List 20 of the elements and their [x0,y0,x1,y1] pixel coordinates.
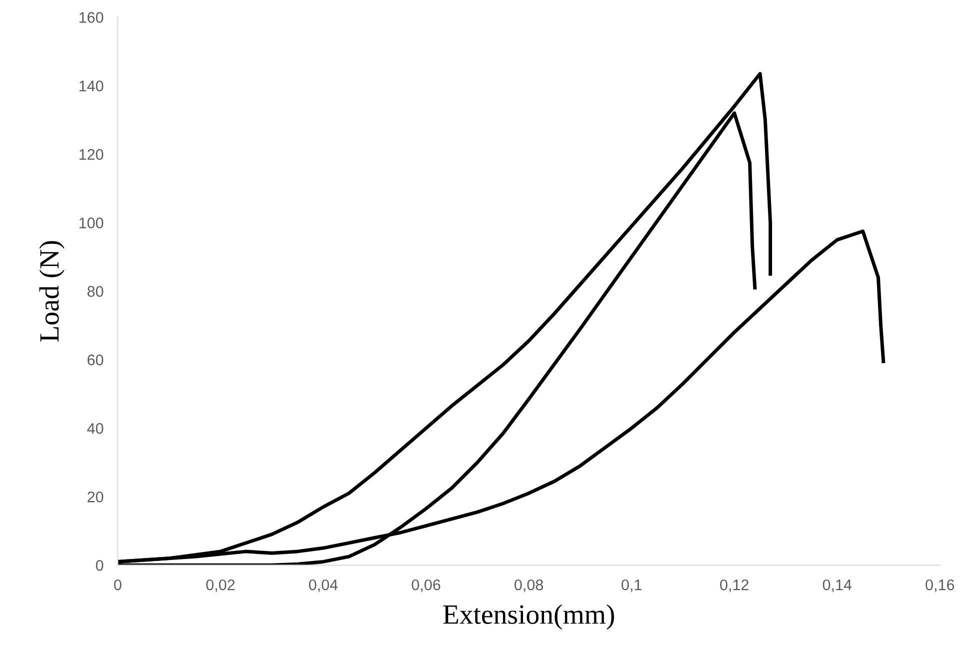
x-axis-title: Extension(mm) [443,604,614,630]
x-tick-label: 0,1 [622,579,642,592]
x-tick-label: 0,14 [822,579,852,592]
y-tick-label: 120 [80,149,104,160]
x-tick-label: 0,08 [514,579,544,592]
y-axis-title: Load (N) [39,241,64,342]
x-tick-label: 0 [114,579,122,590]
y-tick-label: 100 [80,218,104,228]
y-tick-label: 40 [87,423,104,434]
y-tick-label: 140 [80,80,104,92]
x-tick-label: 0,16 [926,579,954,592]
y-tick-label: 0 [96,560,104,571]
x-tick-label: 0,12 [720,579,748,592]
y-tick-label: 20 [88,492,104,502]
y-tick-label: 60 [88,354,104,366]
y-tick-label: 80 [88,286,104,297]
x-tick-label: 0,06 [412,579,440,592]
x-tick-label: 0,04 [309,579,338,592]
y-tick-label: 160 [80,12,104,23]
x-tick-label: 0,02 [206,579,235,592]
